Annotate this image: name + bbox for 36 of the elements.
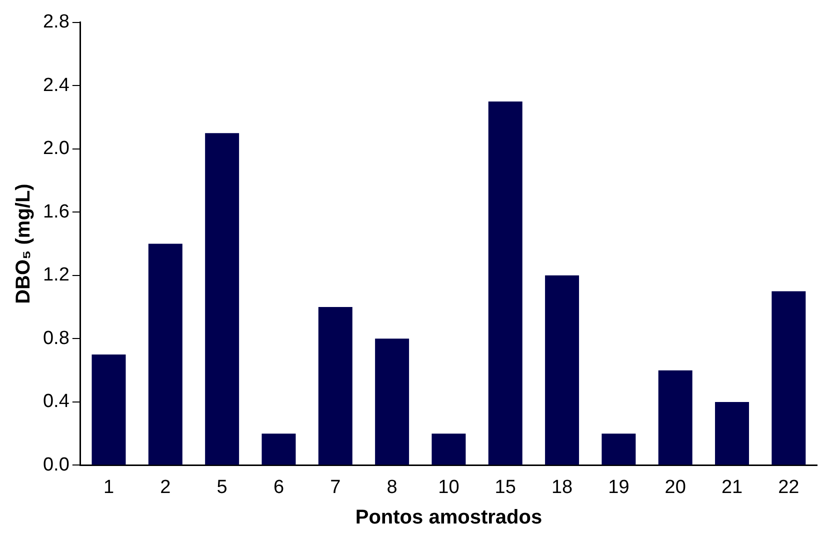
- bar: [92, 354, 126, 465]
- x-tick-label: 20: [664, 476, 686, 498]
- x-tick-label: 5: [216, 476, 228, 498]
- y-axis-title: DBO₅ (mg/L): [12, 184, 35, 304]
- bar: [772, 291, 806, 465]
- x-tick-label: 15: [494, 476, 516, 498]
- bar: [375, 338, 410, 465]
- y-tick-label: 2.0: [42, 138, 70, 160]
- bar: [205, 133, 240, 465]
- bar: [488, 101, 522, 465]
- y-tick-label: 1.2: [42, 264, 70, 286]
- x-tick-label: 8: [386, 476, 398, 498]
- x-tick-label: 1: [103, 476, 114, 498]
- x-tick-label: 18: [551, 476, 573, 498]
- bar: [715, 402, 750, 465]
- bar: [545, 275, 580, 465]
- bar: [658, 370, 692, 465]
- y-tick-label: 0.0: [42, 454, 70, 476]
- y-tick-label: 1.6: [42, 201, 70, 222]
- bar: [318, 307, 352, 465]
- x-tick-label: 21: [721, 476, 743, 498]
- x-tick-label: 7: [330, 476, 341, 498]
- x-tick-label: 6: [273, 476, 284, 498]
- x-tick-label: 22: [778, 476, 800, 498]
- x-tick-label: 2: [160, 476, 171, 498]
- bar: [602, 434, 636, 465]
- bar: [432, 434, 466, 465]
- x-tick-label: 19: [608, 476, 630, 498]
- bar: [148, 244, 182, 465]
- y-tick-label: 2.4: [42, 74, 70, 96]
- y-tick-label: 0.4: [42, 391, 70, 412]
- x-axis-title: Pontos amostrados: [355, 506, 542, 529]
- x-tick-label: 10: [438, 476, 460, 498]
- y-tick-label: 0.8: [42, 328, 70, 349]
- y-tick-label: 2.8: [42, 12, 70, 33]
- bar: [262, 434, 296, 465]
